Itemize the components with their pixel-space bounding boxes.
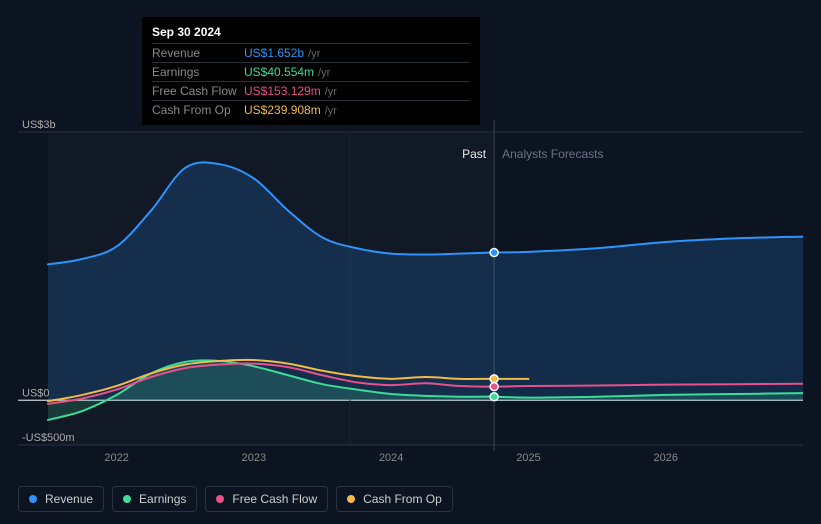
legend-dot-icon [123, 495, 131, 503]
svg-text:Past: Past [462, 147, 487, 161]
legend-item-earnings[interactable]: Earnings [112, 486, 197, 512]
chart-tooltip: Sep 30 2024 RevenueUS$1.652b/yrEarningsU… [142, 17, 480, 125]
tooltip-row: Free Cash FlowUS$153.129m/yr [152, 81, 470, 100]
chart-legend: Revenue Earnings Free Cash Flow Cash From O… [18, 486, 453, 512]
tooltip-metric-suffix: /yr [325, 86, 337, 98]
legend-label: Revenue [45, 492, 93, 506]
legend-item-revenue[interactable]: Revenue [18, 486, 104, 512]
tooltip-metric-suffix: /yr [308, 48, 320, 60]
tooltip-metric-suffix: /yr [325, 105, 337, 117]
tooltip-metric-value: US$153.129m [244, 84, 321, 98]
svg-text:Analysts Forecasts: Analysts Forecasts [502, 147, 603, 161]
svg-text:2024: 2024 [379, 452, 403, 464]
legend-item-free-cash-flow[interactable]: Free Cash Flow [205, 486, 328, 512]
tooltip-row: EarningsUS$40.554m/yr [152, 62, 470, 81]
tooltip-row: RevenueUS$1.652b/yr [152, 43, 470, 62]
tooltip-metric-value: US$40.554m [244, 65, 314, 79]
legend-label: Earnings [139, 492, 186, 506]
svg-text:2025: 2025 [516, 452, 540, 464]
tooltip-row: Cash From OpUS$239.908m/yr [152, 100, 470, 119]
svg-text:2022: 2022 [104, 452, 128, 464]
tooltip-metric-value: US$1.652b [244, 46, 304, 60]
tooltip-metric-label: Free Cash Flow [152, 84, 244, 98]
financials-chart: US$3b US$0 -US$500m 2022 2023 2024 2025 2026 Pas… [18, 120, 803, 480]
legend-label: Free Cash Flow [232, 492, 317, 506]
legend-item-cash-from-op[interactable]: Cash From Op [336, 486, 453, 512]
legend-dot-icon [216, 495, 224, 503]
tooltip-metric-suffix: /yr [318, 67, 330, 79]
tooltip-metric-label: Earnings [152, 65, 244, 79]
tooltip-metric-label: Cash From Op [152, 103, 244, 117]
svg-text:US$0: US$0 [22, 387, 50, 399]
tooltip-date: Sep 30 2024 [152, 25, 470, 43]
tooltip-metric-value: US$239.908m [244, 103, 321, 117]
chart-svg: US$3b US$0 -US$500m 2022 2023 2024 2025 2026 Pas… [18, 120, 803, 480]
svg-text:2026: 2026 [653, 452, 677, 464]
legend-dot-icon [29, 495, 37, 503]
svg-text:2023: 2023 [242, 452, 266, 464]
legend-label: Cash From Op [363, 492, 442, 506]
tooltip-metric-label: Revenue [152, 46, 244, 60]
svg-text:-US$500m: -US$500m [22, 432, 75, 444]
legend-dot-icon [347, 495, 355, 503]
svg-text:US$3b: US$3b [22, 120, 56, 131]
